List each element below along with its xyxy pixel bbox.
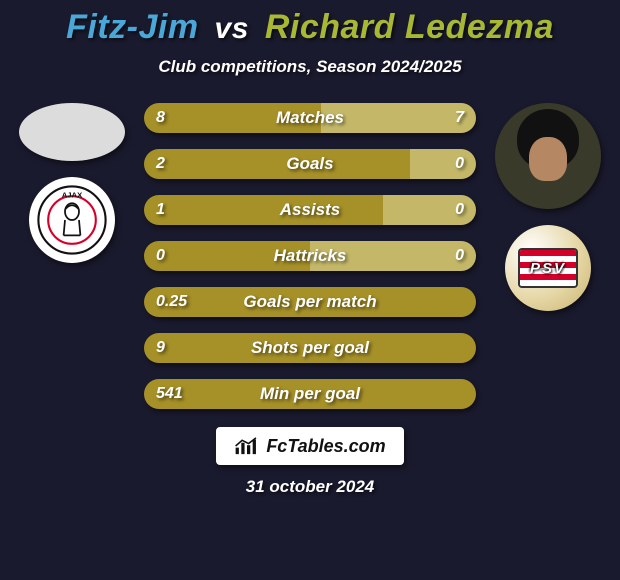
right-side: PSV bbox=[488, 103, 608, 311]
stat-row: Goals20 bbox=[144, 149, 476, 179]
page-title: Fitz-Jim vs Richard Ledezma bbox=[66, 8, 554, 47]
stat-row: Matches87 bbox=[144, 103, 476, 133]
stat-row: Min per goal541 bbox=[144, 379, 476, 409]
bar-fill-left bbox=[144, 287, 476, 317]
stat-row: Assists10 bbox=[144, 195, 476, 225]
chart-icon bbox=[234, 435, 260, 457]
left-side: AJAX bbox=[12, 103, 132, 263]
subtitle: Club competitions, Season 2024/2025 bbox=[158, 57, 461, 77]
title-player2: Richard Ledezma bbox=[265, 8, 554, 46]
bar-fill-right bbox=[321, 103, 476, 133]
player1-avatar bbox=[19, 103, 125, 161]
ajax-logo-icon: AJAX bbox=[37, 185, 107, 255]
stat-row: Goals per match0.25 bbox=[144, 287, 476, 317]
main-row: AJAX Matches87 Goals20 Assists10 Hattricks0… bbox=[0, 103, 620, 409]
stat-bars: Matches87 Goals20 Assists10 Hattricks00 Goal… bbox=[144, 103, 476, 409]
site-name: FcTables.com bbox=[266, 436, 385, 457]
title-vs: vs bbox=[215, 12, 249, 45]
psv-text: PSV bbox=[530, 260, 566, 277]
bar-fill-right bbox=[310, 241, 476, 271]
footer: FcTables.com 31 october 2024 bbox=[216, 427, 403, 497]
comparison-card: Fitz-Jim vs Richard Ledezma Club competi… bbox=[0, 0, 620, 580]
player2-club-badge: PSV bbox=[505, 225, 591, 311]
bar-fill-left bbox=[144, 241, 310, 271]
stat-row: Hattricks00 bbox=[144, 241, 476, 271]
title-player1: Fitz-Jim bbox=[66, 8, 198, 46]
bar-fill-left bbox=[144, 195, 383, 225]
bar-fill-left bbox=[144, 333, 476, 363]
bar-fill-right bbox=[383, 195, 476, 225]
bar-fill-left bbox=[144, 149, 410, 179]
player2-avatar bbox=[495, 103, 601, 209]
bar-fill-left bbox=[144, 103, 321, 133]
bar-fill-left bbox=[144, 379, 476, 409]
player1-club-badge: AJAX bbox=[29, 177, 115, 263]
ajax-text: AJAX bbox=[62, 191, 83, 200]
stat-row: Shots per goal9 bbox=[144, 333, 476, 363]
site-logo: FcTables.com bbox=[216, 427, 403, 465]
psv-stripes: PSV bbox=[520, 250, 576, 286]
footer-date: 31 october 2024 bbox=[246, 477, 375, 497]
bar-fill-right bbox=[410, 149, 476, 179]
